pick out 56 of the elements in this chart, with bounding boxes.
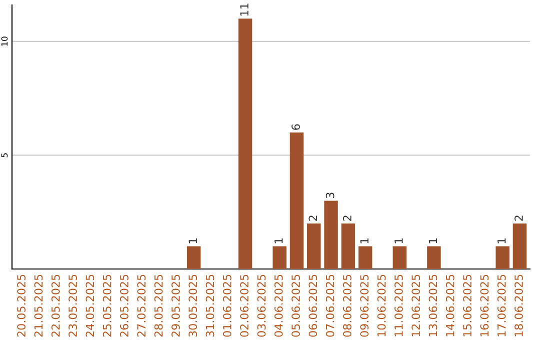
x-tick-label: 05.06.2025	[292, 274, 300, 337]
x-tick-label: 16.06.2025	[480, 274, 489, 336]
bar	[324, 200, 338, 269]
data-label: 11	[240, 4, 248, 16]
x-tick-label: 23.05.2025	[68, 274, 77, 337]
data-label: 1	[274, 238, 283, 244]
x-tick-label: 25.05.2025	[102, 274, 112, 337]
x-tick-label: 26.05.2025	[120, 274, 128, 337]
bar	[496, 246, 510, 269]
data-label: 2	[308, 216, 317, 221]
x-tick-label: 18.06.2025	[514, 274, 523, 336]
x-tick-label: 11.06.2025	[394, 274, 403, 336]
bar	[358, 246, 372, 269]
bar	[512, 223, 527, 269]
data-label: 2	[514, 216, 523, 221]
bar	[341, 223, 356, 269]
x-tick-label: 15.06.2025	[463, 274, 472, 336]
x-tick-label: 14.06.2025	[446, 274, 454, 336]
x-tick-label: 21.05.2025	[34, 274, 43, 337]
bar	[307, 223, 321, 269]
y-tick-label: 10	[1, 36, 8, 46]
x-tick-label: 12.06.2025	[412, 274, 420, 336]
data-label: 1	[360, 238, 368, 244]
x-tick-label: 17.06.2025	[497, 274, 506, 336]
bar	[290, 132, 304, 269]
data-label: 3	[326, 192, 334, 198]
data-label: 1	[394, 238, 403, 244]
x-tick-label: 20.05.2025	[17, 274, 26, 337]
data-label: 2	[343, 216, 352, 221]
data-label: 1	[428, 238, 438, 244]
x-tick-label: 09.06.2025	[360, 274, 369, 337]
x-tick-label: 22.05.2025	[51, 274, 60, 337]
x-tick-label: 31.05.2025	[206, 274, 214, 337]
x-tick-label: 07.06.2025	[326, 274, 334, 337]
x-tick-label: 02.06.2025	[240, 274, 248, 337]
x-tick-label: 06.06.2025	[308, 274, 318, 337]
bar	[238, 18, 252, 269]
x-tick-label: 04.06.2025	[274, 274, 283, 337]
data-label: 6	[292, 124, 300, 130]
x-tick-label: 13.06.2025	[428, 274, 438, 336]
bar	[186, 246, 201, 269]
x-tick-label: 03.06.2025	[257, 274, 266, 337]
x-tick-label: 24.05.2025	[86, 274, 94, 337]
x-tick-label: 30.05.2025	[188, 274, 198, 337]
x-tick-label: 10.06.2025	[377, 274, 386, 336]
x-tick-label: 08.06.2025	[343, 274, 352, 337]
data-label: 1	[188, 238, 197, 244]
x-tick-label: 28.05.2025	[154, 274, 163, 337]
x-tick-label: 29.05.2025	[171, 274, 180, 337]
x-tick-label: 27.05.2025	[137, 274, 146, 337]
x-tick-label: 01.06.2025	[222, 274, 232, 337]
data-label: 1	[498, 238, 506, 244]
bar	[392, 246, 407, 269]
bar	[272, 246, 286, 269]
bar	[427, 246, 441, 269]
y-tick-label: 5	[1, 153, 8, 158]
